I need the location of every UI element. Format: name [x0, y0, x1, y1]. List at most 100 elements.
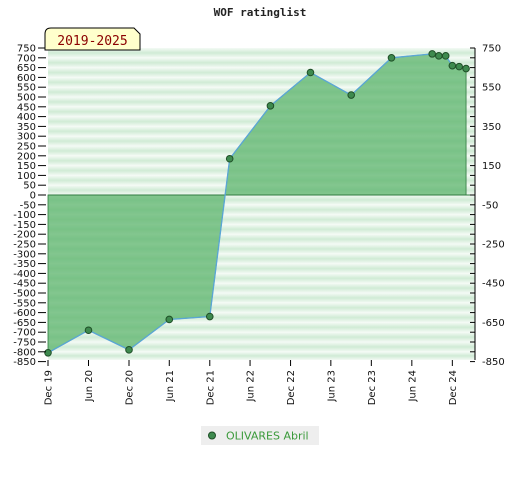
grid-band	[48, 204, 475, 215]
grid-band	[48, 48, 475, 58]
grid-band	[48, 195, 475, 205]
rating-line	[47, 53, 467, 354]
right-tick-label: -450	[482, 279, 505, 290]
grid-band	[48, 106, 475, 117]
right-tick-label: 350	[482, 122, 501, 133]
left-tick-label: -500	[13, 289, 36, 300]
left-tick-label: 450	[17, 102, 36, 113]
left-tick-label: -550	[13, 298, 36, 309]
data-point[interactable]	[455, 62, 463, 71]
x-tick-label: Dec 24	[448, 370, 459, 405]
series-line	[47, 53, 467, 354]
left-tick-label: 650	[17, 63, 36, 74]
left-tick-label: -800	[13, 347, 36, 358]
left-tick-label: -300	[13, 249, 36, 260]
left-tick-label: 750	[17, 44, 36, 55]
grid-band	[48, 332, 475, 342]
x-tick-label: Dec 19	[44, 370, 55, 405]
grid-band	[48, 77, 475, 88]
data-point[interactable]	[441, 52, 450, 60]
x-axis: Dec 19 Jun 20 Dec 20 Jun 21 Dec 21 Jun 22 Dec …	[44, 360, 459, 405]
grid-band	[48, 283, 475, 293]
right-tick-label: 150	[482, 161, 501, 172]
data-point[interactable]	[387, 54, 396, 62]
left-tick-label: -450	[13, 279, 36, 290]
left-tick-label: -250	[13, 240, 36, 251]
x-tick-label: Dec 20	[125, 370, 136, 405]
left-tick-label: 50	[23, 181, 36, 192]
grid-band	[48, 214, 475, 225]
right-tick-label: -50	[482, 200, 498, 211]
left-tick-label: 300	[17, 132, 36, 143]
left-tick-label: 600	[17, 73, 36, 84]
legend-marker	[208, 431, 216, 440]
data-point[interactable]	[448, 61, 457, 70]
grid-band	[48, 87, 475, 97]
data-point[interactable]	[205, 312, 214, 321]
grid-band	[48, 97, 475, 107]
grid-band	[48, 302, 475, 313]
left-tick-label: -650	[13, 318, 36, 329]
x-tick-label: Jun 24	[407, 370, 418, 403]
data-point[interactable]	[435, 52, 443, 60]
left-tick-label: -850	[13, 357, 36, 368]
left-tick-label: 200	[17, 151, 36, 162]
x-tick-label: Jun 21	[165, 370, 176, 403]
data-point[interactable]	[44, 348, 52, 357]
grid-band	[48, 253, 475, 264]
left-tick-label: 150	[17, 161, 36, 172]
badge-text: 2019-2025	[57, 34, 127, 49]
left-tick-label: 350	[17, 122, 36, 133]
data-point[interactable]	[428, 50, 436, 58]
left-tick-label: 700	[17, 53, 36, 64]
grid-band	[48, 312, 475, 323]
left-tick-label: 500	[17, 93, 36, 104]
grid-band	[48, 273, 475, 284]
data-point[interactable]	[84, 326, 93, 335]
data-point[interactable]	[347, 91, 355, 99]
data-point[interactable]	[462, 64, 470, 73]
grid-band	[48, 351, 475, 360]
right-tick-label: -250	[482, 240, 505, 251]
x-tick-label: Dec 23	[367, 370, 378, 405]
rating-markers	[44, 50, 470, 357]
right-tick-label: -650	[482, 318, 505, 329]
grid-band	[48, 322, 475, 333]
grid-band	[48, 244, 475, 254]
left-tick-label: 550	[17, 83, 36, 94]
right-tick-label: 550	[482, 83, 501, 94]
data-point[interactable]	[306, 68, 315, 77]
data-point[interactable]	[266, 102, 275, 110]
legend-label: OLIVARES Abril	[226, 430, 309, 443]
x-tick-label: Jun 22	[246, 370, 257, 403]
left-tick-label: 250	[17, 142, 36, 153]
grid-band	[48, 224, 475, 235]
left-tick-label: -150	[13, 220, 36, 231]
right-tick-label: 750	[482, 44, 501, 55]
grid-band	[48, 234, 475, 244]
left-tick-label: -700	[13, 328, 36, 339]
chart-title: WOF ratinglist	[214, 6, 307, 19]
grid-band	[48, 57, 475, 68]
left-tick-label: -50	[20, 200, 36, 211]
grid-band	[48, 263, 475, 274]
data-point[interactable]	[125, 346, 133, 354]
left-tick-label: -750	[13, 338, 36, 349]
data-point[interactable]	[165, 315, 174, 324]
left-y-axis: 7507006506005505004504003503002502001501…	[13, 44, 46, 368]
grid-band	[48, 293, 475, 303]
right-tick-label: -850	[482, 357, 505, 368]
left-tick-label: 100	[17, 171, 36, 182]
left-tick-label: 0	[30, 191, 36, 202]
year-range-badge: 2019-2025	[44, 27, 141, 51]
grid-band	[48, 342, 475, 352]
legend[interactable]: OLIVARES Abril	[201, 426, 319, 445]
x-tick-label: Jun 20	[84, 370, 95, 403]
left-tick-label: -200	[13, 230, 36, 241]
x-tick-label: Dec 22	[286, 370, 297, 405]
left-tick-label: -400	[13, 269, 36, 280]
data-point[interactable]	[225, 154, 234, 163]
left-tick-label: 400	[17, 112, 36, 123]
left-tick-label: -100	[13, 210, 36, 221]
x-tick-label: Jun 23	[326, 370, 337, 403]
